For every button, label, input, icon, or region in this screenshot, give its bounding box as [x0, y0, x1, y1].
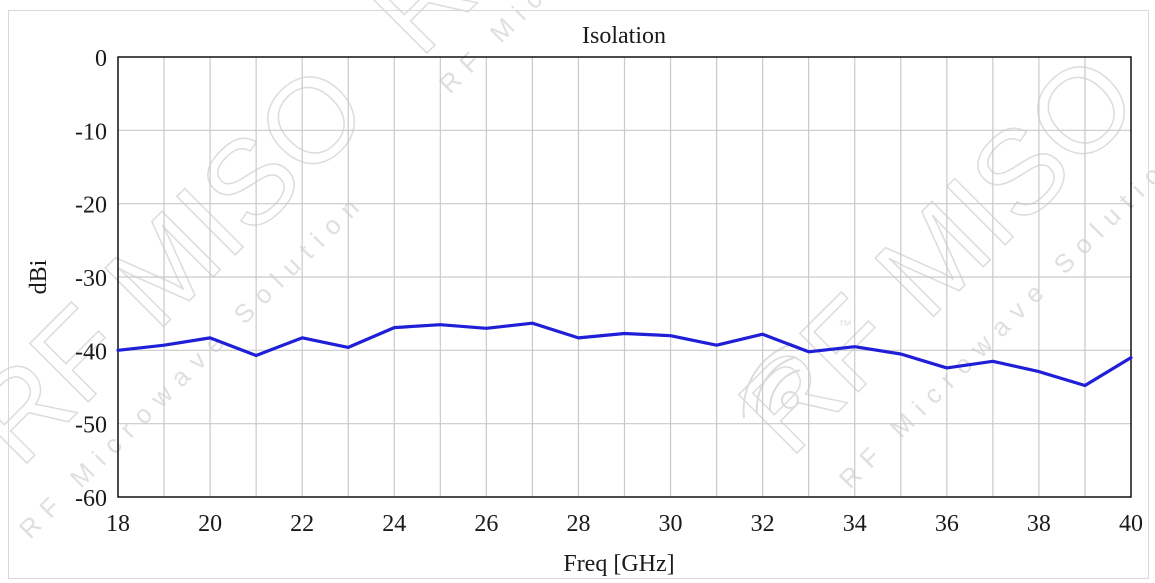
x-tick-label: 26	[474, 511, 498, 537]
y-tick-label: -20	[75, 193, 107, 219]
x-tick-label: 32	[751, 511, 775, 537]
x-tick-label: 38	[1027, 511, 1051, 537]
series-layer	[116, 321, 1133, 388]
x-tick-label: 20	[198, 511, 222, 537]
y-tick-label: -60	[75, 486, 107, 512]
x-tick-label: 24	[382, 511, 406, 537]
chart-frame	[8, 10, 1149, 579]
plot-area	[117, 56, 1132, 498]
x-tick-label: 40	[1119, 511, 1143, 537]
y-tick-label: -10	[75, 119, 107, 145]
x-axis-title: Freq [GHz]	[563, 551, 674, 577]
x-tick-label: 18	[106, 511, 130, 537]
y-tick-label: -50	[75, 413, 107, 439]
grid	[118, 57, 1131, 497]
y-tick-label: -30	[75, 266, 107, 292]
x-tick-labels: 18 20 22 24 26 28 30 32 34 36 38 40	[106, 511, 1143, 537]
watermark-brand-left: RF MISO	[0, 40, 392, 488]
watermark: RF MISO RF Microwave Solution RF MISO RF…	[0, 0, 1155, 544]
chart-title: Isolation	[582, 23, 666, 49]
watermark-brand-top: RF MISO	[344, 0, 792, 78]
y-tick-label: 0	[95, 46, 107, 72]
watermark-tm: ™	[838, 317, 852, 333]
x-tick-label: 30	[659, 511, 683, 537]
x-tick-label: 22	[290, 511, 314, 537]
x-tick-label: 28	[566, 511, 590, 537]
y-tick-labels: 0 -10 -20 -30 -40 -50 -60	[75, 46, 107, 512]
y-axis-title: dBi	[26, 259, 52, 294]
x-tick-label: 34	[843, 511, 867, 537]
y-tick-label: -40	[75, 339, 107, 365]
series-line-isolation	[116, 321, 1133, 388]
x-tick-label: 36	[935, 511, 959, 537]
wifi-logo-icon	[742, 343, 801, 419]
